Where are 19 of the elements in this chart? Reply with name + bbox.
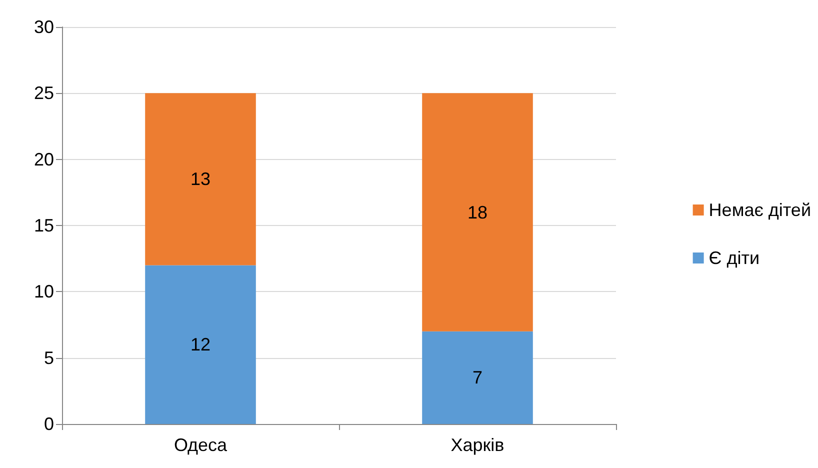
y-tick-label: 0 <box>44 414 54 434</box>
legend-label: Немає дітей <box>708 200 812 220</box>
data-label: 18 <box>467 202 488 222</box>
y-tick-label: 25 <box>34 83 54 104</box>
data-label: 12 <box>190 334 211 355</box>
x-tick-label: Одеса <box>174 435 228 455</box>
bar <box>145 265 256 424</box>
data-label: 7 <box>472 368 483 388</box>
bar <box>422 93 533 332</box>
x-tick-label: Харків <box>450 435 504 455</box>
y-tick-label: 20 <box>34 149 54 170</box>
legend-label: Є діти <box>708 248 760 268</box>
bar <box>145 93 256 266</box>
data-label: 13 <box>190 169 211 190</box>
y-tick-label: 30 <box>34 17 54 37</box>
bar <box>422 331 533 424</box>
y-tick-label: 15 <box>34 216 54 236</box>
y-tick-label: 5 <box>44 348 54 368</box>
y-tick-label: 10 <box>34 282 54 302</box>
